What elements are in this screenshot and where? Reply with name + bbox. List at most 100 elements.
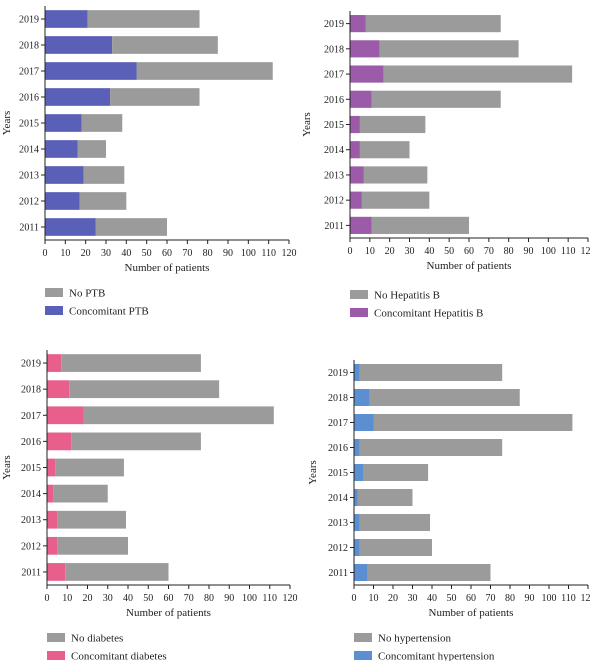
- x-tick-label: 70: [182, 248, 192, 259]
- bar-segment: [87, 10, 200, 28]
- y-tick-label: 2017: [328, 418, 348, 429]
- bar-segment: [350, 216, 372, 234]
- y-tick-label: 2017: [324, 70, 344, 81]
- x-tick-label: 0: [348, 246, 353, 257]
- x-tick-label: 100: [541, 246, 556, 257]
- x-tick-label: 0: [45, 593, 50, 604]
- bar-segment: [354, 389, 370, 406]
- y-tick-label: 2015: [21, 463, 41, 474]
- bar-segment: [350, 40, 380, 58]
- legend-label: Concomitant diabetes: [71, 651, 167, 661]
- bar-segment: [363, 166, 428, 184]
- y-tick-label: 2014: [328, 493, 348, 504]
- x-axis-title: Number of patients: [125, 262, 210, 274]
- bar-segment: [69, 380, 220, 399]
- legend-swatch: [47, 651, 65, 660]
- y-tick-label: 2015: [19, 119, 39, 130]
- bar-segment: [53, 484, 108, 503]
- x-tick-label: 90: [525, 593, 535, 604]
- bar-segment: [354, 364, 360, 381]
- bar-segment: [359, 514, 431, 531]
- y-tick-label: 2014: [21, 489, 41, 500]
- bar-segment: [371, 90, 501, 108]
- y-tick-label: 2013: [324, 170, 344, 181]
- bar-segment: [45, 192, 80, 210]
- y-tick-label: 2018: [328, 393, 348, 404]
- x-tick-label: 50: [142, 248, 152, 259]
- bar-segment: [45, 10, 88, 28]
- x-tick-label: 40: [121, 248, 131, 259]
- bar-segment: [47, 406, 84, 425]
- x-tick-label: 80: [504, 246, 514, 257]
- x-tick-label: 110: [561, 246, 576, 257]
- legend-label: No hypertension: [378, 633, 452, 645]
- bar-segment: [359, 115, 426, 134]
- legend-label: No Hepatitis B: [374, 290, 440, 302]
- bar-segment: [363, 464, 429, 481]
- bar-segment: [365, 15, 501, 33]
- x-tick-label: 10: [365, 246, 375, 257]
- x-tick-label: 110: [261, 248, 276, 259]
- y-tick-label: 2016: [21, 437, 41, 448]
- bar-segment: [354, 439, 360, 456]
- x-tick-label: 40: [427, 593, 437, 604]
- x-axis-title: Number of patients: [126, 607, 211, 619]
- y-tick-label: 2019: [328, 368, 348, 379]
- x-tick-label: 20: [388, 593, 398, 604]
- bar-segment: [55, 458, 124, 477]
- bar-segment: [354, 539, 360, 556]
- bar-segment: [350, 65, 384, 83]
- bar-segment: [350, 90, 372, 108]
- x-tick-label: 50: [447, 593, 457, 604]
- bar-segment: [83, 406, 274, 425]
- x-tick-label: 120: [581, 246, 590, 257]
- bar-segment: [57, 510, 126, 529]
- bar-segment: [45, 218, 96, 236]
- x-tick-label: 90: [524, 246, 534, 257]
- legend-swatch: [47, 633, 65, 642]
- legend-swatch: [350, 308, 368, 317]
- bar-segment: [71, 432, 201, 451]
- bar-segment: [359, 141, 410, 159]
- x-tick-label: 30: [405, 246, 415, 257]
- bar-segment: [371, 216, 469, 234]
- bar-segment: [350, 15, 366, 33]
- y-tick-label: 2018: [19, 41, 39, 52]
- bar-segment: [95, 218, 167, 236]
- bar-segment: [47, 536, 58, 555]
- x-tick-label: 120: [282, 248, 297, 259]
- x-tick-label: 60: [162, 248, 172, 259]
- bar-segment: [350, 115, 360, 134]
- y-tick-label: 2014: [324, 145, 344, 156]
- legend-swatch: [45, 306, 63, 315]
- bar-segment: [379, 40, 519, 58]
- bar-segment: [367, 564, 491, 581]
- bar-segment: [354, 514, 360, 531]
- x-tick-label: 120: [581, 593, 590, 604]
- bar-segment: [57, 536, 128, 555]
- y-axis-title: Years: [1, 455, 13, 480]
- x-tick-label: 50: [143, 593, 153, 604]
- x-tick-label: 100: [242, 593, 257, 604]
- legend-label: Concomitant PTB: [69, 306, 149, 318]
- bar-segment: [45, 166, 84, 184]
- y-tick-label: 2011: [21, 567, 41, 578]
- legend-label: No PTB: [69, 288, 105, 300]
- y-tick-label: 2019: [21, 359, 41, 370]
- bar-segment: [354, 489, 358, 506]
- y-tick-label: 2011: [328, 568, 348, 579]
- legend-swatch: [350, 290, 368, 299]
- y-tick-label: 2017: [19, 67, 39, 78]
- x-tick-label: 80: [203, 248, 213, 259]
- bar-segment: [79, 192, 127, 210]
- y-tick-label: 2015: [328, 468, 348, 479]
- x-tick-label: 60: [164, 593, 174, 604]
- x-tick-label: 70: [486, 593, 496, 604]
- x-tick-label: 20: [385, 246, 395, 257]
- bar-segment: [45, 140, 78, 158]
- bar-segment: [47, 563, 66, 581]
